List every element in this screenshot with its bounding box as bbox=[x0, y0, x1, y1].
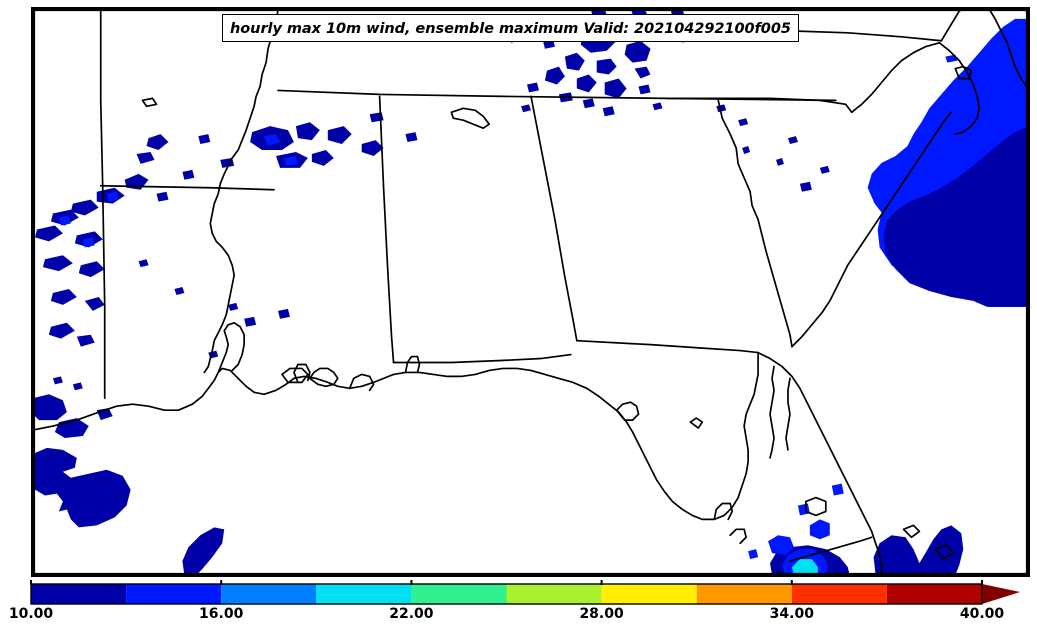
coast-chesapeake bbox=[940, 9, 965, 42]
lake-georgia-a bbox=[689, 417, 704, 429]
contour-la-tx-coast bbox=[33, 394, 113, 438]
delta-spur-b bbox=[348, 373, 375, 392]
island-bahamas-a bbox=[902, 524, 921, 539]
border-nc-sc bbox=[665, 97, 853, 114]
lake-arkansas-dot bbox=[141, 97, 158, 108]
river-mississippi bbox=[203, 9, 279, 374]
contour-ga-sc-dots bbox=[716, 104, 830, 192]
colorbar-band-34-37 bbox=[791, 584, 887, 604]
colorbar-tick-labels: 10.00 16.00 22.00 28.00 34.00 40.00 bbox=[0, 606, 1037, 633]
delta-spur-a bbox=[293, 363, 311, 384]
colorbar-ticklabel-40.00: 40.00 bbox=[959, 606, 1005, 622]
colorbar-ticklabel-10.00: 10.00 bbox=[8, 606, 54, 622]
contour-western-gulf-blob bbox=[33, 447, 131, 528]
coast-delmarva bbox=[988, 9, 1028, 90]
contour-chesapeake-pocket bbox=[953, 82, 992, 109]
border-al-fl bbox=[392, 353, 572, 364]
contour-sfl-cell-a bbox=[768, 535, 794, 556]
border-tx-east bbox=[99, 9, 106, 400]
contour-sfl-cell-c bbox=[748, 549, 759, 560]
figure-title-box: hourly max 10m wind, ensemble maximum Va… bbox=[222, 14, 799, 42]
colorbar-band-19-22 bbox=[316, 584, 412, 604]
delta-birdsfoot bbox=[309, 367, 339, 388]
contour-sfl-cell-e bbox=[831, 483, 844, 496]
colorbar: 10.00 16.00 22.00 28.00 34.00 40.00 bbox=[0, 580, 1037, 633]
map-canvas bbox=[33, 9, 1028, 575]
contour-atlantic-10-13 bbox=[883, 126, 1028, 307]
border-ar-la bbox=[99, 184, 275, 191]
border-ga-sc bbox=[717, 99, 793, 348]
map-frame bbox=[33, 9, 1028, 575]
coast-outer-banks bbox=[938, 41, 981, 135]
lake-pontchartrain bbox=[281, 367, 309, 384]
bay-mobile bbox=[404, 355, 421, 374]
coast-nc bbox=[850, 41, 941, 114]
inlet-albemarle bbox=[954, 65, 973, 80]
island-bahamas-b bbox=[934, 544, 955, 560]
contour-sfl-cyan-core bbox=[791, 559, 818, 575]
coast-la-delta bbox=[217, 321, 245, 374]
colorbar-ticklabel-22.00: 22.00 bbox=[389, 606, 434, 622]
lake-okeechobee bbox=[805, 496, 827, 517]
border-al-ga bbox=[530, 95, 578, 342]
lake-tennessee-a bbox=[450, 107, 491, 130]
coast-florida-east bbox=[757, 351, 883, 575]
colorbar-ticklabel-34.00: 34.00 bbox=[769, 606, 814, 622]
colorbar-band-37-40 bbox=[886, 584, 982, 604]
border-ga-fl bbox=[575, 339, 759, 354]
colorbar-band-28-31 bbox=[601, 584, 697, 604]
bay-tampa bbox=[713, 502, 734, 521]
colorbar-ticklabel-28.00: 28.00 bbox=[579, 606, 624, 622]
colorbar-band-31-34 bbox=[696, 584, 792, 604]
colorbar-band-25-28 bbox=[506, 584, 602, 604]
coast-bigbend-detail bbox=[615, 401, 640, 421]
lagoon-indian-river bbox=[785, 377, 791, 451]
map-outlines bbox=[33, 9, 1028, 575]
colorbar-extend-arrow bbox=[982, 584, 1020, 604]
coast-florida-keys bbox=[789, 536, 873, 562]
river-st-johns bbox=[769, 365, 775, 459]
figure-title-text: hourly max 10m wind, ensemble maximum Va… bbox=[230, 21, 791, 37]
contour-sfl-cell-d bbox=[797, 503, 810, 516]
contour-gulf-lower-streak bbox=[182, 527, 225, 575]
colorbar-ticklabel-16.00: 16.00 bbox=[199, 606, 244, 622]
colorbar-band-22-25 bbox=[411, 584, 507, 604]
map-panel bbox=[31, 7, 1030, 577]
colorbar-band-13-16 bbox=[126, 584, 222, 604]
coast-southeast-atlantic bbox=[791, 111, 953, 348]
colorbar-band-10-13 bbox=[31, 584, 127, 604]
colorbar-band-group bbox=[31, 584, 982, 604]
contour-sfl-cell-b bbox=[809, 519, 830, 540]
colorbar-band-16-19 bbox=[221, 584, 317, 604]
harbor-charlotte bbox=[729, 528, 747, 545]
coast-gulf bbox=[33, 351, 759, 521]
border-ms-al bbox=[378, 95, 395, 364]
wind-field-contours bbox=[33, 9, 1028, 575]
contour-midsouth-cores-13-16 bbox=[58, 134, 298, 248]
contour-straits-florida bbox=[873, 525, 964, 575]
colorbar-swatches bbox=[30, 580, 1020, 605]
colorbar-outline bbox=[30, 583, 983, 605]
